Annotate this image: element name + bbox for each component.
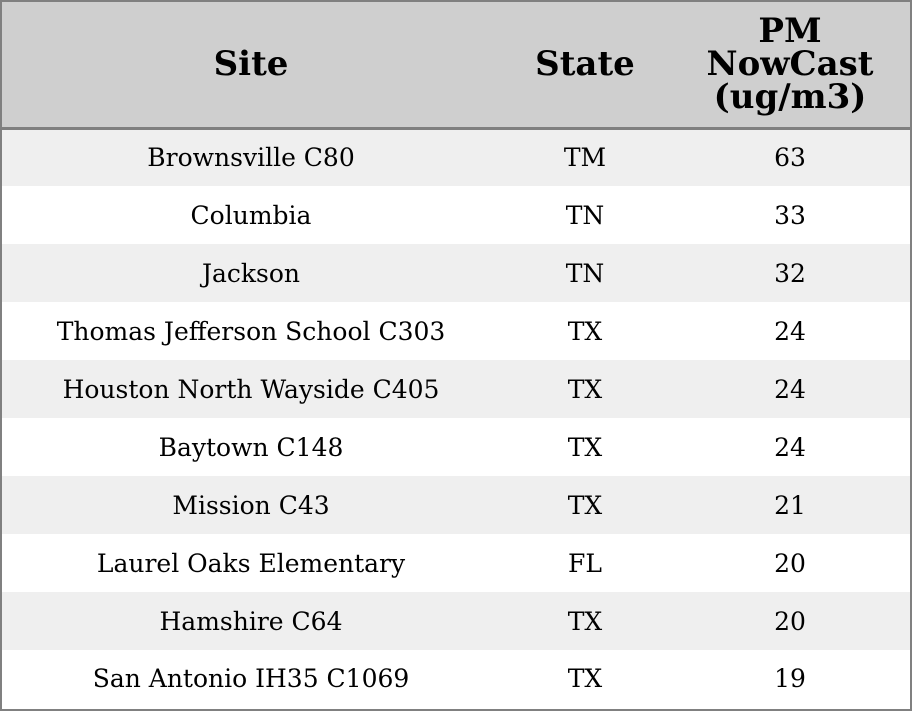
cell-pm: 20: [774, 548, 806, 578]
table-header: Site State PM NowCast (ug/m3): [2, 2, 910, 128]
cell-pm: 19: [774, 663, 806, 693]
cell-site: Brownsville C80: [147, 143, 355, 173]
column-header-pm-line1: PM: [758, 10, 822, 51]
cell-pm: 21: [774, 490, 806, 520]
cell-site: Hamshire C64: [159, 606, 343, 636]
table-row: Hamshire C64 TX 20: [2, 592, 910, 650]
cell-site: Columbia: [190, 200, 312, 230]
cell-site: Laurel Oaks Elementary: [96, 548, 406, 578]
table-row: Brownsville C80 TM 63: [2, 128, 910, 186]
table-row: Columbia TN 33: [2, 186, 910, 244]
header-row: Site State PM NowCast (ug/m3): [2, 2, 910, 128]
cell-pm: 24: [774, 316, 806, 346]
cell-site: Houston North Wayside C405: [62, 374, 440, 404]
cell-state: TX: [567, 606, 603, 636]
table-row: San Antonio IH35 C1069 TX 19: [2, 650, 910, 706]
table-row: Thomas Jefferson School C303 TX 24: [2, 302, 910, 360]
cell-pm: 33: [774, 200, 806, 230]
column-header-pm-line2: NowCast: [706, 43, 874, 84]
table-row: Baytown C148 TX 24: [2, 418, 910, 476]
cell-state: TX: [567, 663, 603, 693]
table-row: Laurel Oaks Elementary FL 20: [2, 534, 910, 592]
cell-state: TX: [567, 490, 603, 520]
table-row: Houston North Wayside C405 TX 24: [2, 360, 910, 418]
table-row: Jackson TN 32: [2, 244, 910, 302]
column-header-site: Site: [213, 43, 289, 84]
cell-pm: 24: [774, 374, 806, 404]
cell-state: TX: [567, 374, 603, 404]
cell-site: San Antonio IH35 C1069: [92, 663, 410, 693]
table-row: Mission C43 TX 21: [2, 476, 910, 534]
column-header-pm-nowcast: PM NowCast (ug/m3): [670, 2, 910, 128]
cell-pm: 63: [774, 143, 806, 173]
cell-state: TN: [565, 200, 605, 230]
cell-site: Jackson: [201, 258, 301, 288]
cell-site: Mission C43: [172, 490, 330, 520]
cell-pm: 20: [774, 606, 806, 636]
cell-state: TN: [565, 258, 605, 288]
cell-state: TX: [567, 316, 603, 346]
cell-state: TM: [563, 143, 607, 173]
cell-pm: 24: [774, 432, 806, 462]
cell-pm: 32: [774, 258, 806, 288]
cell-site: Thomas Jefferson School C303: [56, 316, 446, 346]
column-header-pm-line3: (ug/m3): [713, 76, 867, 117]
table-body: Brownsville C80 TM 63 Columbia TN 33 Jac…: [2, 128, 910, 706]
column-header-state: State: [535, 43, 635, 84]
cell-site: Baytown C148: [158, 432, 344, 462]
cell-state: FL: [568, 548, 602, 578]
cell-state: TX: [567, 432, 603, 462]
